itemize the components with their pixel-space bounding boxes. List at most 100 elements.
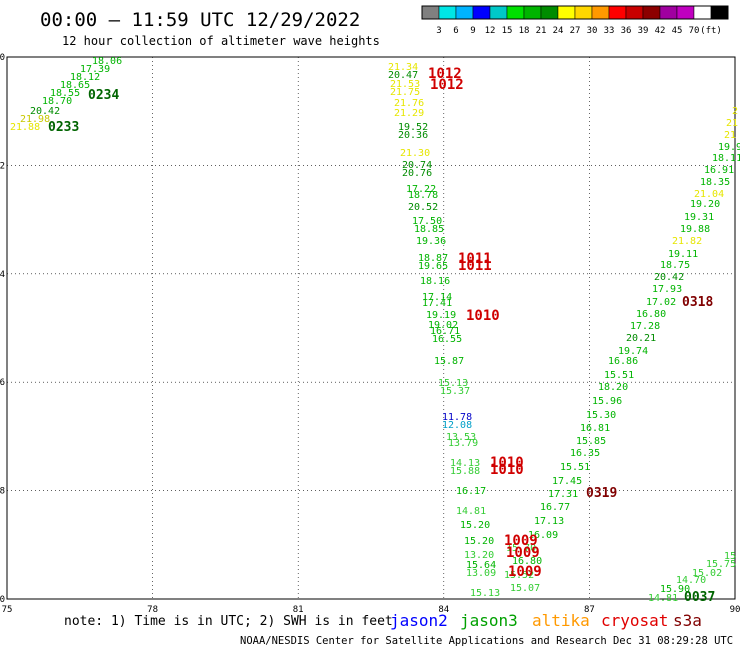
color-swatch <box>489 5 508 20</box>
color-swatch <box>676 5 695 20</box>
color-swatch <box>506 5 525 20</box>
pass-time-label: 0233 <box>48 120 79 135</box>
color-scale-label: 36 <box>621 26 632 36</box>
color-swatch <box>608 5 627 20</box>
swh-reading: 18.87 <box>418 253 448 264</box>
swh-reading: 17.45 <box>552 476 582 487</box>
swh-reading: 17.22 <box>406 184 436 195</box>
color-swatch <box>421 5 440 20</box>
swh-reading: 19.65 <box>418 261 448 272</box>
swh-reading: 16.55 <box>432 334 462 345</box>
swh-reading: 16.80 <box>512 556 542 567</box>
color-swatch <box>472 5 491 20</box>
color-swatch <box>625 5 644 20</box>
swh-reading: 16.35 <box>570 448 600 459</box>
color-swatch <box>455 5 474 20</box>
satellite-legend-item: jason2 <box>390 611 448 630</box>
longitude-tick-label: 78 <box>147 605 158 615</box>
swh-reading: 13.53 <box>446 432 476 443</box>
pass-time-label: 1011 <box>458 251 492 267</box>
swh-reading: 19.52 <box>398 122 428 133</box>
swh-reading: 15.88 <box>450 466 480 477</box>
satellite-legend-item: jason3 <box>460 611 518 630</box>
color-swatch <box>710 5 729 20</box>
swh-reading: 18.75 <box>660 260 690 271</box>
satellite-legend-item: cryosat <box>601 611 668 630</box>
swh-reading: 17.13 <box>534 516 564 527</box>
swh-reading: 15.51 <box>604 370 634 381</box>
color-swatch <box>438 5 457 20</box>
color-scale-label: 33 <box>604 26 615 36</box>
swh-reading: 15.02 <box>692 568 722 579</box>
swh-reading: 21 <box>726 118 738 129</box>
color-scale-label: 42 <box>655 26 666 36</box>
swh-reading: 20.36 <box>398 130 428 141</box>
swh-reading: 20.47 <box>388 70 418 81</box>
swh-reading: 19.9 <box>718 142 740 153</box>
swh-reading: 19.31 <box>684 212 714 223</box>
pass-time-label: 0319 <box>586 486 617 501</box>
map-frame <box>6 56 736 600</box>
swh-reading: 16.91 <box>704 165 734 176</box>
swh-reading: 20.74 <box>402 160 432 171</box>
swh-reading: 21.98 <box>20 114 50 125</box>
color-scale-label: 12 <box>485 26 496 36</box>
swh-reading: 17.93 <box>652 284 682 295</box>
color-scale-label: 9 <box>470 26 475 36</box>
pass-time-label: 0318 <box>682 295 713 310</box>
pass-time-label: 1009 <box>504 533 538 549</box>
swh-reading: 13.79 <box>448 438 478 449</box>
swh-reading: 21.29 <box>394 108 424 119</box>
swh-reading: 21.04 <box>694 189 724 200</box>
map-subtitle: 12 hour collection of altimeter wave hei… <box>62 34 380 48</box>
swh-reading: 21.34 <box>388 62 418 73</box>
swh-reading: 21.76 <box>394 98 424 109</box>
swh-reading: 15.85 <box>576 436 606 447</box>
pass-time-label: 1012 <box>428 66 462 82</box>
swh-reading: 19.74 <box>618 346 648 357</box>
swh-reading: 15.70 <box>506 543 536 554</box>
pass-time-label: 1009 <box>508 564 542 580</box>
swh-reading: 14.81 <box>648 593 678 604</box>
swh-reading: 15.13 <box>470 588 500 599</box>
swh-reading: 21.53 <box>390 79 420 90</box>
pass-time-label: 1010 <box>490 462 524 478</box>
swh-reading: 20.21 <box>626 333 656 344</box>
color-scale-label: 30 <box>587 26 598 36</box>
swh-reading: 17.50 <box>412 216 442 227</box>
graticule <box>7 57 735 599</box>
swh-reading: 15.75 <box>706 559 736 570</box>
swh-reading: 18.78 <box>408 190 438 201</box>
longitude-axis: 75 78 81 84 87 90 <box>2 605 740 615</box>
latitude-tick-label: -58 <box>0 487 5 497</box>
satellite-legend: jason2 jason3 altika cryosat s3a <box>390 611 702 630</box>
swh-reading: 13.09 <box>466 568 496 579</box>
color-scale-label: 3 <box>436 26 441 36</box>
swh-reading: 19.11 <box>668 249 698 260</box>
swh-reading: 14.70 <box>676 575 706 586</box>
swh-reading: 17.14 <box>422 292 452 303</box>
swh-reading: 15 <box>724 551 736 562</box>
longitude-tick-label: 81 <box>293 605 304 615</box>
swh-reading: 19.02 <box>428 320 458 331</box>
swh-reading: 15.07 <box>510 583 540 594</box>
swh-reading: 20.42 <box>30 106 60 117</box>
swh-reading: 15.51 <box>560 462 590 473</box>
color-swatch <box>693 5 712 20</box>
swh-reading: 16.77 <box>540 502 570 513</box>
swh-reading: 19.36 <box>416 236 446 247</box>
swh-reading: 19.19 <box>426 310 456 321</box>
footer-credit: NOAA/NESDIS Center for Satellite Applica… <box>240 635 740 647</box>
color-scale-label: 70 <box>689 26 700 36</box>
swh-reading: 18.20 <box>598 382 628 393</box>
swh-reading: 18.65 <box>60 80 90 91</box>
swh-reading: 17.02 <box>646 297 676 308</box>
swh-reading: 18.35 <box>700 177 730 188</box>
swh-reading: 16.80 <box>636 309 666 320</box>
swh-reading: 13.20 <box>464 550 494 561</box>
longitude-tick-label: 90 <box>730 605 740 615</box>
pass-time-label: 1010 <box>466 308 500 324</box>
swh-reading: 15.30 <box>586 410 616 421</box>
swh-reading: 15.52 <box>504 570 534 581</box>
